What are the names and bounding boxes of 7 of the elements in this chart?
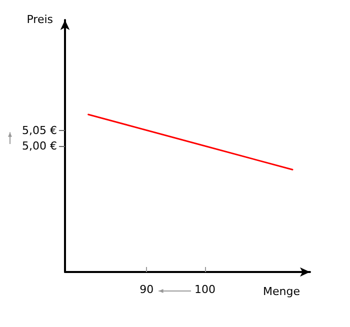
line-series [88, 114, 294, 170]
y-tick-label: 5,00 € [22, 140, 57, 152]
x-tick-label: 90 [140, 283, 154, 296]
y-tick-label: 5,05 € [22, 124, 57, 137]
x-axis-title: Menge [263, 285, 300, 298]
y-axis-title: Preis [26, 13, 54, 26]
x-tick-label: 100 [194, 283, 216, 296]
